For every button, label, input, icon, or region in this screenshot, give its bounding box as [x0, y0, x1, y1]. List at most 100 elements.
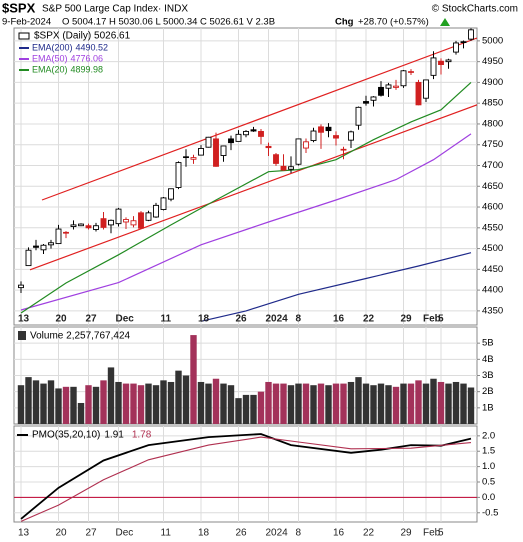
y-tick-label: 4600 — [482, 202, 503, 213]
volume-bar — [257, 391, 265, 424]
candle-body — [273, 154, 279, 164]
candle-body — [115, 208, 122, 225]
x-tick-label: 29 — [401, 314, 413, 325]
candle-body — [348, 131, 354, 141]
x-tick-label: 26 — [236, 528, 248, 539]
panel — [13, 425, 478, 523]
x-tick-label: 16 — [333, 314, 345, 325]
candle-body — [408, 71, 414, 73]
x-tick-label: 18 — [198, 314, 210, 325]
x-tick-label: 20 — [56, 314, 68, 325]
change-label: Chg — [335, 17, 354, 28]
y-tick-label: 4850 — [482, 98, 503, 109]
trendline — [29, 104, 477, 271]
x-tick-label: Dec — [116, 314, 135, 325]
volume-bar — [362, 383, 370, 424]
x-tick-label: 2024 — [266, 528, 289, 539]
candle-body — [235, 133, 242, 142]
volume-bar — [182, 375, 190, 424]
x-tick-label: 11 — [161, 314, 172, 325]
volume-bar — [265, 381, 272, 424]
candle-body — [438, 60, 444, 66]
volume-bar — [115, 381, 122, 424]
y-tick-label: 3B — [482, 370, 494, 381]
y-tick-label: 4400 — [482, 285, 503, 296]
candle-body — [18, 284, 24, 289]
volume-bar — [107, 367, 115, 424]
y-tick-label: 4800 — [482, 118, 503, 129]
candle-body — [430, 57, 437, 76]
candle-body — [48, 242, 54, 246]
candle-body — [303, 141, 309, 149]
volume-bar — [460, 383, 467, 424]
candle-body — [25, 249, 32, 267]
volume-bar — [302, 383, 310, 424]
y-tick-label: 2.0 — [482, 430, 495, 441]
y-tick-label: 4950 — [482, 56, 503, 67]
candle-body — [258, 130, 264, 137]
candle-body — [175, 162, 182, 188]
volume-bar — [145, 383, 152, 424]
volume-bar — [130, 383, 137, 424]
y-tick-label: 1.5 — [482, 446, 495, 457]
candle-body — [423, 79, 429, 99]
volume-bar — [32, 380, 40, 424]
volume-bar — [370, 385, 377, 424]
volume-bar — [160, 380, 167, 424]
candle-body — [288, 166, 294, 170]
volume-bar — [77, 402, 85, 424]
volume-bar — [310, 385, 317, 424]
legend-value: 4776.06 — [71, 53, 104, 63]
candle-body — [393, 85, 399, 88]
x-tick-label: 5 — [438, 528, 444, 539]
volume-bar — [250, 394, 257, 424]
line — [20, 133, 472, 311]
legend-value: 1.91 — [104, 430, 124, 441]
quote: O 5004.17 H 5030.06 L 5000.34 C 5026.61 … — [62, 17, 275, 28]
volume-bar — [355, 377, 362, 424]
volume-bar — [40, 383, 47, 424]
candle-body — [355, 106, 362, 126]
candle-body — [250, 129, 257, 132]
candle-body — [400, 70, 407, 87]
candle-body — [40, 244, 47, 251]
candle-body — [153, 204, 159, 218]
y-tick-label: 4B — [482, 354, 494, 365]
date: 9-Feb-2024 — [2, 17, 51, 28]
y-tick-label: 4700 — [482, 160, 503, 171]
trendline — [41, 37, 477, 201]
volume-bar — [205, 383, 212, 424]
volume-bar — [167, 381, 175, 424]
x-tick-label: 22 — [363, 314, 375, 325]
x-tick-label: 8 — [296, 314, 302, 325]
x-tick-label: Feb — [423, 314, 441, 325]
candle-body — [318, 126, 324, 133]
volume-bar — [62, 386, 70, 424]
plot — [14, 28, 477, 325]
volume-bar — [407, 383, 415, 424]
volume-bar — [392, 386, 400, 424]
candle-body — [70, 224, 77, 228]
y-tick-label: 4750 — [482, 139, 503, 150]
volume-bar — [430, 378, 437, 424]
volume-bar — [377, 383, 385, 424]
volume-bar — [197, 381, 205, 424]
candle-body — [325, 126, 332, 132]
volume-bar — [85, 385, 92, 424]
line — [200, 252, 472, 322]
candle-body — [168, 188, 174, 200]
candle-body — [213, 138, 219, 167]
y-tick-label: -0.5 — [482, 507, 498, 518]
volume-bar — [137, 385, 145, 424]
candle-body — [340, 148, 347, 151]
line — [20, 436, 472, 522]
candle-body — [445, 59, 452, 63]
candle-body — [363, 101, 369, 104]
y-tick-label: 4550 — [482, 222, 503, 233]
volume-bar — [152, 385, 160, 424]
x-tick-label: 29 — [401, 528, 413, 539]
candle-body — [100, 218, 107, 228]
legend-value: 1.78 — [132, 430, 152, 441]
volume-bar — [70, 386, 77, 424]
